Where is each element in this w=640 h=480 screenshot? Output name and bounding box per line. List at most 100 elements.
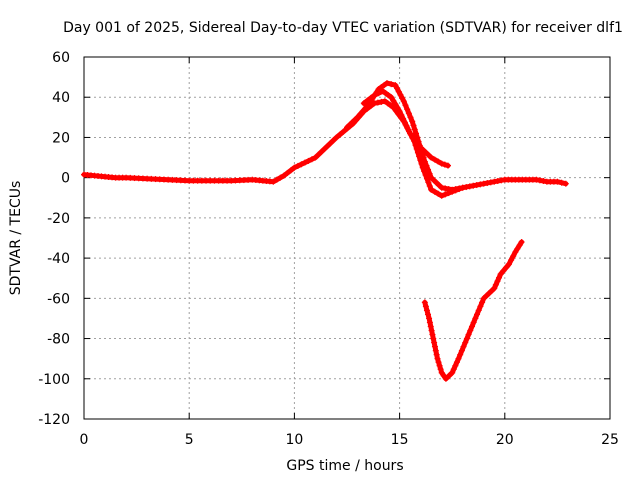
data-point [426, 319, 433, 326]
data-point [401, 119, 408, 126]
data-point [327, 140, 334, 147]
data-point [432, 347, 439, 354]
data-point [409, 133, 416, 140]
data-point [440, 372, 447, 379]
data-point [474, 311, 481, 318]
data-point [403, 123, 410, 130]
data-point [431, 156, 438, 163]
data-point [388, 94, 395, 101]
data-point [298, 161, 305, 168]
data-point [402, 102, 409, 109]
data-point [396, 108, 403, 115]
data-point [450, 366, 457, 373]
data-point [518, 239, 525, 246]
data-point [284, 169, 291, 176]
data-point [494, 178, 501, 185]
data-point [459, 184, 466, 191]
data-point [438, 184, 445, 191]
data-point [562, 180, 569, 187]
data-point [340, 128, 347, 135]
data-point [438, 192, 445, 199]
x-tick-label: 5 [185, 432, 194, 448]
data-point [411, 126, 418, 133]
data-point [421, 299, 428, 306]
axis-ticks [83, 56, 611, 420]
x-tick-label: 20 [496, 432, 514, 448]
data-point [430, 335, 437, 342]
data-point [510, 253, 517, 260]
data-point [428, 186, 435, 193]
data-point [442, 375, 449, 382]
data-point [287, 167, 294, 174]
data-point [473, 182, 480, 189]
data-point [330, 137, 337, 144]
data-point [468, 323, 475, 330]
data-point [487, 179, 494, 186]
data-point [434, 355, 441, 362]
data-point [428, 327, 435, 334]
data-point [457, 351, 464, 358]
x-tick-labels: 0 5 10 15 20 25 [80, 432, 619, 448]
data-point [362, 105, 369, 112]
data-point [333, 134, 340, 141]
data-point [367, 94, 374, 101]
data-point [397, 91, 404, 98]
data-point [449, 369, 456, 376]
data-point [427, 323, 434, 330]
data-point [420, 154, 427, 161]
data-point [494, 278, 501, 285]
data-point [446, 372, 453, 379]
data-point [452, 362, 459, 369]
data-point [308, 156, 315, 163]
data-point [460, 343, 467, 350]
data-point [431, 339, 438, 346]
y-tick-label: -60 [47, 291, 70, 307]
chart-title: Day 001 of 2025, Sidereal Day-to-day VTE… [63, 20, 623, 36]
data-point [423, 162, 430, 169]
data-point [442, 185, 449, 192]
data-point [466, 183, 473, 190]
data-point [365, 102, 372, 109]
data-point [324, 143, 331, 150]
data-point [500, 267, 507, 274]
plot-frame [83, 56, 611, 420]
data-point [475, 307, 482, 314]
data-point [426, 170, 433, 177]
data-point [371, 92, 378, 99]
y-axis-label: SDTVAR / TECUs [8, 181, 24, 296]
data-point [470, 319, 477, 326]
data-point [435, 359, 442, 366]
data-point [321, 145, 328, 152]
data-point [514, 245, 521, 252]
data-point [431, 343, 438, 350]
data-point [463, 335, 470, 342]
data-point [425, 311, 432, 318]
data-point [438, 160, 445, 167]
data-point [436, 362, 443, 369]
grid-lines [84, 57, 610, 419]
data-point [484, 180, 491, 187]
data-point [498, 177, 505, 184]
x-axis-label: GPS time / hours [286, 458, 403, 474]
data-point [455, 355, 462, 362]
data-point [360, 100, 367, 107]
data-point [409, 118, 416, 125]
data-point [433, 351, 440, 358]
y-tick-label: -80 [47, 332, 70, 348]
data-point [477, 181, 484, 188]
data-point [336, 131, 343, 138]
data-point [554, 178, 561, 185]
data-point [453, 359, 460, 366]
data-point [508, 257, 515, 264]
y-tick-label: -20 [47, 211, 70, 227]
data-point [378, 98, 385, 105]
data-point [371, 100, 378, 107]
data-point [359, 108, 366, 115]
data-point [415, 140, 422, 147]
data-point [277, 174, 284, 181]
data-point [354, 114, 361, 121]
x-tick-label: 10 [285, 432, 303, 448]
data-point [456, 185, 463, 192]
data-point [470, 182, 477, 189]
data-point [425, 179, 432, 186]
